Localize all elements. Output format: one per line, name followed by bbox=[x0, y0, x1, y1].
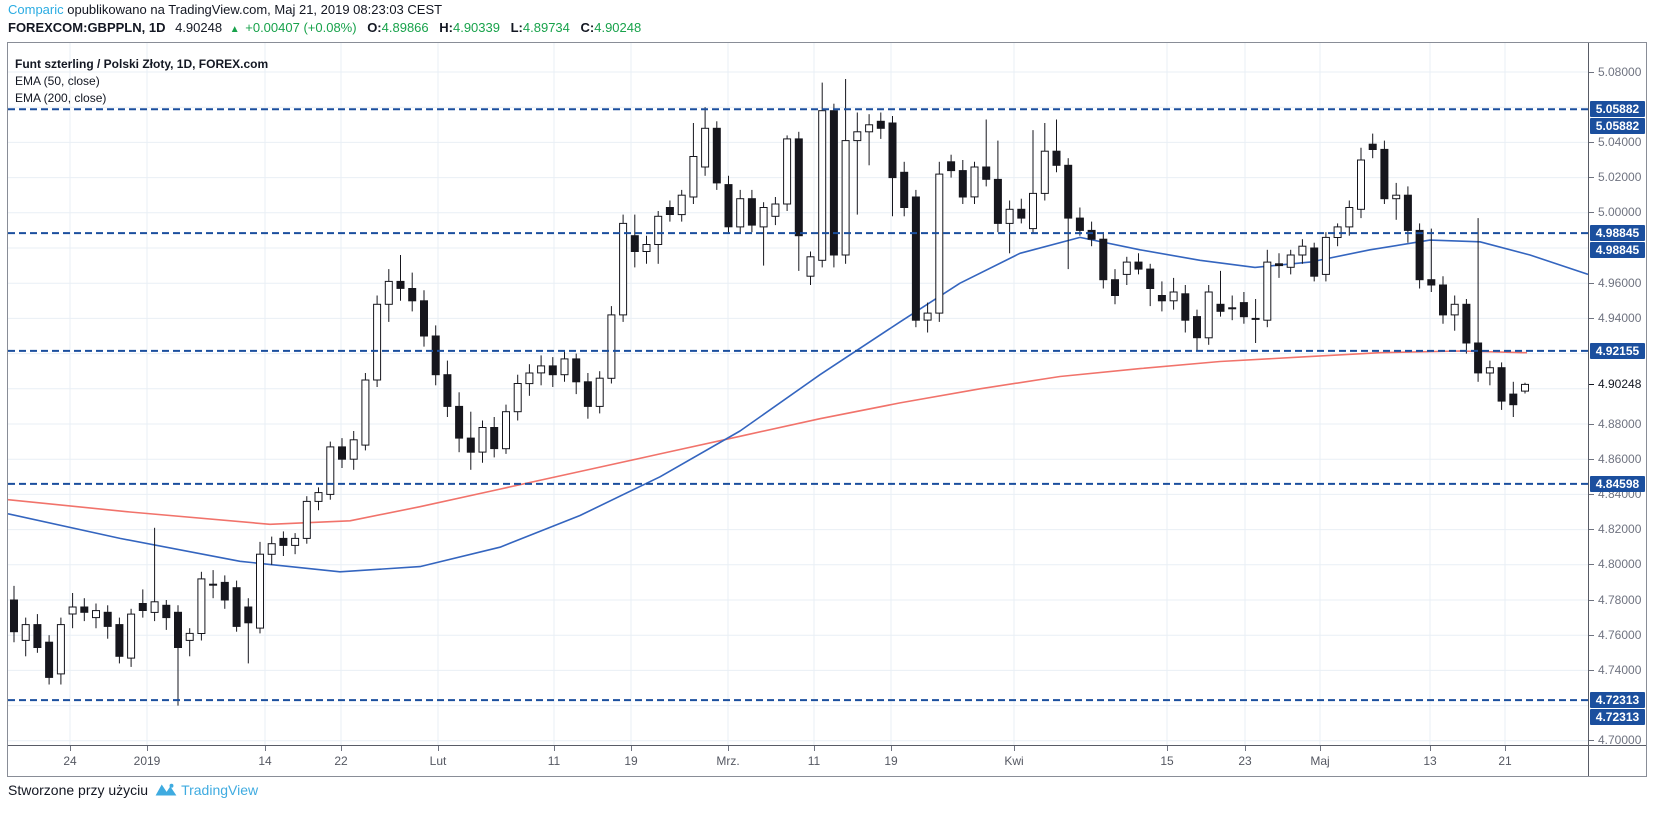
time-tick-label: 13 bbox=[1423, 754, 1437, 768]
price-change: +0.00407 (+0.08%) bbox=[245, 20, 357, 35]
price-level-badge: 4.72313 bbox=[1590, 709, 1645, 726]
price-tick-label: 4.78000 bbox=[1589, 593, 1646, 608]
created-with-text: Stworzone przy użyciu bbox=[8, 782, 149, 798]
time-tick-mark bbox=[1430, 746, 1431, 751]
time-tick-label: 2019 bbox=[133, 754, 161, 768]
high-value: 4.90339 bbox=[452, 20, 500, 35]
time-tick-mark bbox=[814, 746, 815, 751]
price-level-badge: 5.05882 bbox=[1590, 118, 1645, 135]
price-level-badge: 4.84598 bbox=[1590, 475, 1645, 492]
price-axis: 5.08000 5.04000 5.02000 5.00000 4.96000 4.940… bbox=[1589, 43, 1646, 748]
high-label: H: bbox=[439, 20, 453, 35]
time-tick-mark bbox=[728, 746, 729, 751]
time-tick-label: Mrz. bbox=[716, 754, 740, 768]
time-tick-label: Kwi bbox=[1004, 754, 1024, 768]
price-tick-label: 4.76000 bbox=[1589, 628, 1646, 643]
price-level-badge: 4.92155 bbox=[1590, 342, 1645, 359]
legend-title: Funt szterling / Polski Złoty, 1D, FOREX… bbox=[15, 57, 269, 71]
chart-canvas bbox=[8, 43, 1588, 745]
time-tick-label: Maj bbox=[1310, 754, 1330, 768]
time-tick-mark bbox=[554, 746, 555, 751]
close-value: 4.90248 bbox=[594, 20, 642, 35]
byline-author-link[interactable]: Comparic bbox=[8, 2, 64, 17]
time-axis-separator bbox=[8, 745, 1646, 746]
open-value: 4.89866 bbox=[381, 20, 429, 35]
time-tick-mark bbox=[341, 746, 342, 751]
price-tick-label: 5.08000 bbox=[1589, 65, 1646, 80]
time-tick-mark bbox=[1320, 746, 1321, 751]
price-tick-label: 4.82000 bbox=[1589, 522, 1646, 537]
price-tick-label: 4.70000 bbox=[1589, 733, 1646, 748]
low-label: L: bbox=[510, 20, 523, 35]
price-tick-label: 4.86000 bbox=[1589, 452, 1646, 467]
change-up-triangle-icon: ▲ bbox=[229, 24, 240, 35]
time-tick-mark bbox=[1167, 746, 1168, 751]
time-tick-mark bbox=[631, 746, 632, 751]
price-tick-label: 4.94000 bbox=[1589, 311, 1646, 326]
time-tick-mark bbox=[70, 746, 71, 751]
price-tick-label: 5.04000 bbox=[1589, 135, 1646, 150]
time-tick-mark bbox=[147, 746, 148, 751]
price-level-badge: 4.98845 bbox=[1590, 225, 1645, 242]
low-value: 4.89734 bbox=[522, 20, 570, 35]
price-level-badge: 4.98845 bbox=[1590, 242, 1645, 259]
price-tick-label: 5.02000 bbox=[1589, 170, 1646, 185]
time-axis: 24 2019 14 22 Lut 11 19 Mrz. 11 19 Kwi 15 23 Maj 13 21 bbox=[8, 746, 1588, 776]
symbol-label: FOREXCOM:GBPPLN, 1D bbox=[8, 20, 166, 35]
price-tick-label: 4.74000 bbox=[1589, 663, 1646, 678]
time-tick-label: 24 bbox=[63, 754, 77, 768]
time-tick-mark bbox=[1245, 746, 1246, 751]
time-tick-label: 15 bbox=[1160, 754, 1174, 768]
legend-ema200: EMA (200, close) bbox=[15, 91, 107, 105]
time-tick-label: 11 bbox=[547, 754, 561, 768]
time-tick-label: 23 bbox=[1238, 754, 1252, 768]
time-tick-label: 21 bbox=[1498, 754, 1512, 768]
close-label: C: bbox=[580, 20, 595, 35]
price-axis-separator bbox=[1588, 43, 1589, 776]
time-tick-label: 19 bbox=[624, 754, 638, 768]
time-tick-mark bbox=[1505, 746, 1506, 751]
time-tick-mark bbox=[438, 746, 439, 751]
open-label: O: bbox=[367, 20, 382, 35]
time-tick-mark bbox=[1014, 746, 1015, 751]
time-tick-label: 14 bbox=[258, 754, 272, 768]
price-level-badge: 4.72313 bbox=[1590, 692, 1645, 709]
chart-legend: Funt szterling / Polski Złoty, 1D, FOREX… bbox=[15, 56, 268, 107]
footer-attribution: Stworzone przy użyciu TradingView bbox=[8, 782, 258, 798]
price-tick-label: 4.88000 bbox=[1589, 417, 1646, 432]
symbol-ohlc-row: FOREXCOM:GBPPLN, 1D 4.90248 ▲ +0.00407 (… bbox=[8, 20, 641, 38]
last-price: 4.90248 bbox=[175, 20, 223, 35]
time-tick-label: 22 bbox=[334, 754, 348, 768]
price-tick-label: 5.00000 bbox=[1589, 205, 1646, 220]
price-level-badge: 5.05882 bbox=[1590, 101, 1645, 118]
legend-ema50: EMA (50, close) bbox=[15, 74, 100, 88]
tradingview-logo-icon bbox=[155, 783, 177, 796]
tradingview-brand-link[interactable]: TradingView bbox=[181, 782, 259, 798]
byline-text: opublikowano na TradingView.com, Maj 21,… bbox=[63, 2, 443, 17]
time-tick-label: 19 bbox=[884, 754, 898, 768]
byline: Comparic opublikowano na TradingView.com… bbox=[8, 2, 641, 18]
time-tick-mark bbox=[265, 746, 266, 751]
time-tick-label: 11 bbox=[807, 754, 821, 768]
chart-frame: Funt szterling / Polski Złoty, 1D, FOREX… bbox=[7, 42, 1647, 777]
current-price-label: 4.90248 bbox=[1589, 377, 1646, 392]
header: Comparic opublikowano na TradingView.com… bbox=[8, 2, 641, 38]
price-tick-label: 4.96000 bbox=[1589, 276, 1646, 291]
time-tick-label: Lut bbox=[429, 754, 447, 768]
price-tick-label: 4.80000 bbox=[1589, 557, 1646, 572]
time-tick-mark bbox=[891, 746, 892, 751]
